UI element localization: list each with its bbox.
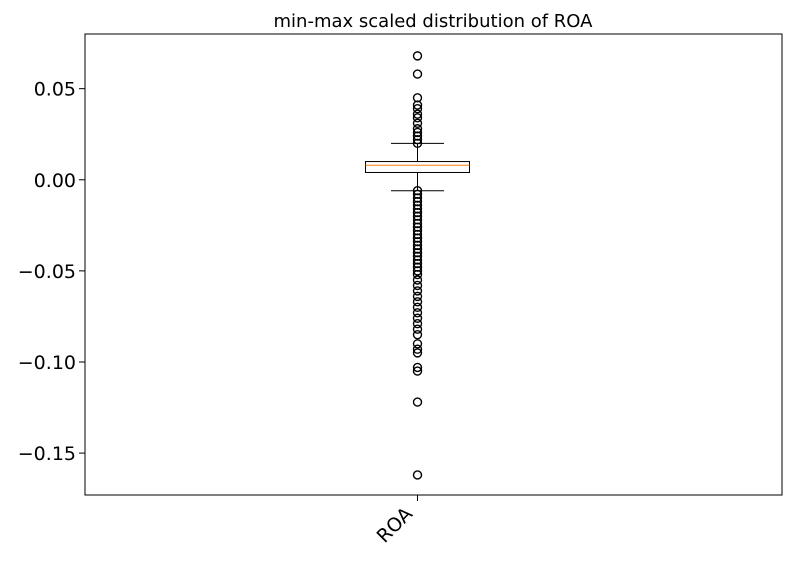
outlier-point <box>412 186 423 196</box>
outlier-point <box>412 308 423 318</box>
outlier-point <box>412 470 423 480</box>
x-tick-label: ROA <box>373 503 417 547</box>
y-tick-label: −0.10 <box>18 352 76 374</box>
outlier-point <box>412 269 423 280</box>
outlier-point <box>412 189 423 200</box>
outlier-point <box>412 324 423 334</box>
outlier-point <box>412 297 423 307</box>
outlier-point <box>412 226 423 236</box>
outlier-point <box>412 193 423 203</box>
outlier-point <box>412 196 423 207</box>
outlier-point <box>412 109 423 119</box>
outlier-point <box>412 138 423 149</box>
boxplot <box>365 142 470 192</box>
outlier-point <box>412 113 423 123</box>
outlier-point <box>412 124 423 134</box>
outlier-point <box>412 280 423 291</box>
outlier-point <box>412 348 423 358</box>
outlier-point <box>412 100 423 110</box>
iqr-box <box>365 161 470 173</box>
outlier-point <box>412 51 423 61</box>
outlier-point <box>412 118 423 128</box>
outlier-point <box>412 344 423 354</box>
outlier-point <box>412 319 423 329</box>
outlier-point <box>412 134 423 145</box>
outlier-point <box>412 233 423 243</box>
x-axis: ROA <box>373 495 418 547</box>
outlier-point <box>412 313 423 323</box>
outlier-point <box>412 255 423 265</box>
outlier-point <box>412 131 423 141</box>
outlier-point <box>412 362 423 373</box>
y-tick-label: 0.00 <box>34 170 76 192</box>
y-tick-label: −0.15 <box>18 443 76 465</box>
outliers <box>412 51 423 480</box>
outlier-point <box>412 211 423 221</box>
outlier-point <box>412 69 423 79</box>
outlier-point <box>412 329 423 340</box>
y-tick-label: 0.05 <box>34 79 76 101</box>
chart-title: min-max scaled distribution of ROA <box>274 11 594 32</box>
outlier-point <box>412 286 423 296</box>
outlier-point <box>412 366 423 376</box>
outlier-point <box>412 104 423 114</box>
outlier-point <box>412 275 423 285</box>
outlier-point <box>412 258 423 269</box>
outlier-point <box>412 200 423 210</box>
outlier-point <box>412 237 423 247</box>
outlier-point <box>412 266 423 276</box>
y-axis: 0.05 0.00 −0.05 −0.10 −0.15 <box>18 79 85 465</box>
outlier-point <box>412 291 423 302</box>
outlier-point <box>412 397 423 407</box>
outlier-point <box>412 251 423 262</box>
outlier-point <box>412 204 423 214</box>
outlier-point <box>412 93 423 103</box>
y-tick-label: −0.05 <box>18 261 76 283</box>
outlier-point <box>412 215 423 225</box>
outlier-point <box>412 229 423 240</box>
outlier-point <box>412 218 423 229</box>
outlier-point <box>412 240 423 251</box>
outlier-point <box>412 247 423 258</box>
outlier-point <box>412 339 423 349</box>
plot-area <box>84 33 783 496</box>
outlier-point <box>412 262 423 272</box>
outlier-point <box>412 302 423 313</box>
outlier-point <box>412 207 423 218</box>
outlier-point <box>412 222 423 232</box>
outlier-point <box>412 127 423 138</box>
outlier-point <box>412 244 423 254</box>
